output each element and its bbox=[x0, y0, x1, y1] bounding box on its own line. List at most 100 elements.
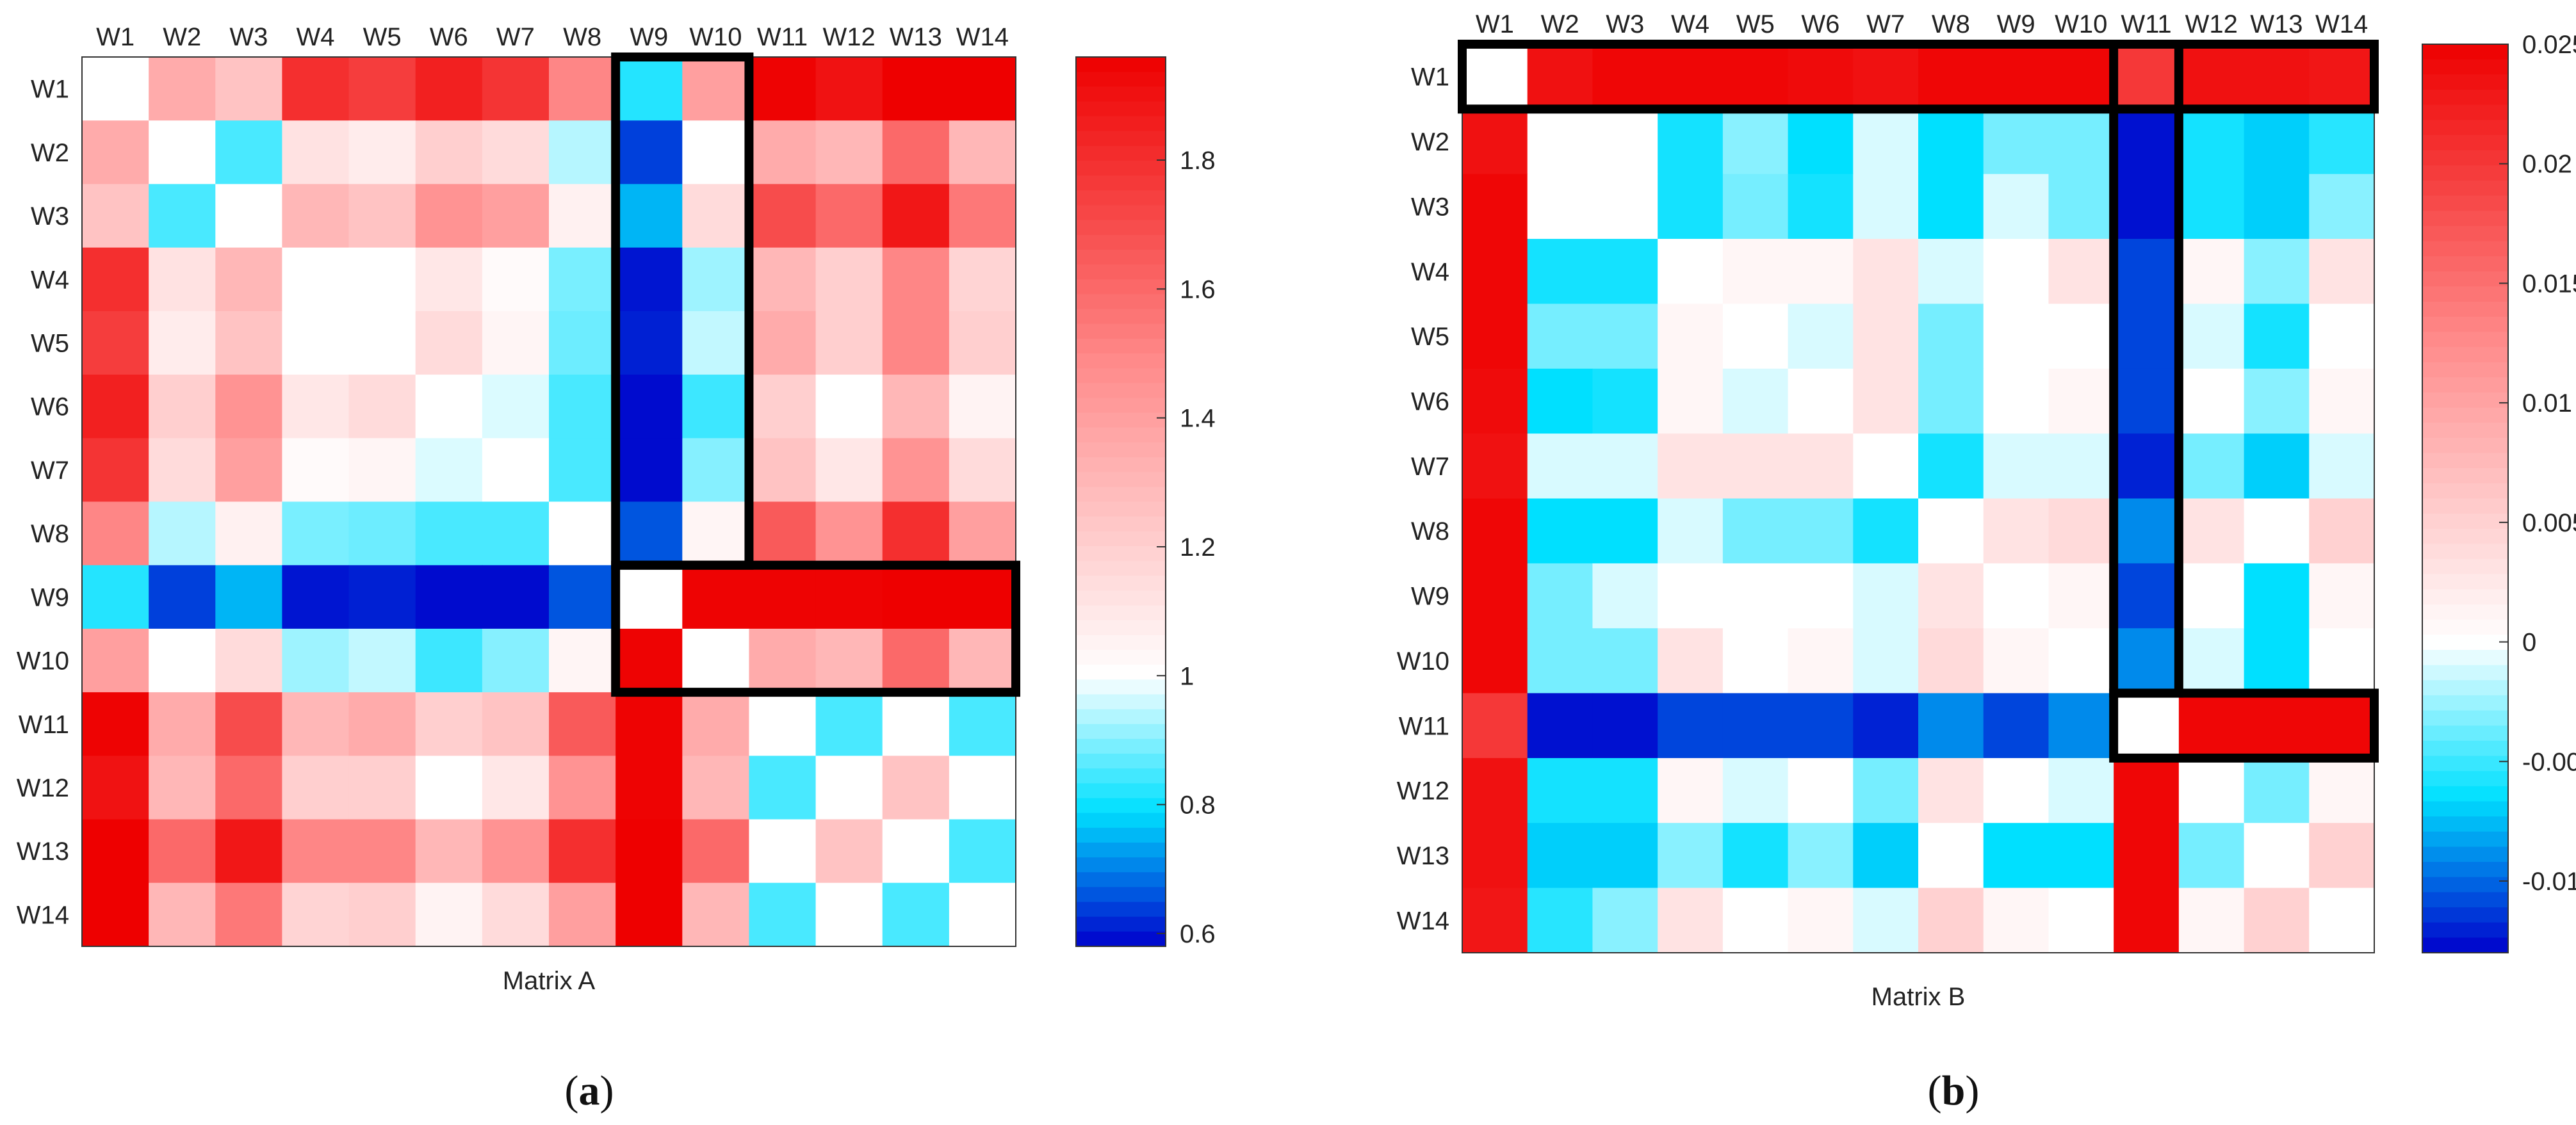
heatmap-cell bbox=[949, 756, 1016, 820]
heatmap-cell bbox=[282, 819, 350, 884]
heatmap-cell bbox=[2048, 693, 2114, 759]
colorbar-tick-label: 1 bbox=[1180, 662, 1194, 690]
colorbar-band bbox=[1076, 338, 1166, 354]
heatmap-cell bbox=[1527, 239, 1594, 305]
colorbar-band bbox=[1076, 234, 1166, 250]
heatmap-cell bbox=[2244, 757, 2310, 823]
heatmap-cell bbox=[482, 120, 550, 185]
heatmap-cell bbox=[1788, 44, 1854, 109]
heatmap-cell bbox=[1592, 823, 1658, 889]
heatmap-cell bbox=[282, 882, 350, 947]
heatmap-cell bbox=[2114, 304, 2180, 369]
colorbar-band bbox=[1076, 531, 1166, 547]
heatmap-cell bbox=[1462, 109, 1528, 175]
heatmap-cell bbox=[482, 438, 550, 503]
heatmap-cell bbox=[1853, 757, 1919, 823]
x-tick-label: W10 bbox=[2055, 10, 2107, 38]
colorbar-band bbox=[2422, 514, 2508, 530]
heatmap-cell bbox=[949, 692, 1016, 756]
heatmap-cell bbox=[2048, 628, 2114, 694]
heatmap-cell bbox=[1527, 498, 1594, 564]
heatmap-cell bbox=[1592, 304, 1658, 369]
y-tick-label: W2 bbox=[31, 139, 69, 167]
x-tick-label: W3 bbox=[229, 23, 268, 51]
colorbar-band bbox=[2422, 589, 2508, 605]
heatmap-cell bbox=[1658, 887, 1724, 953]
y-tick-label: W8 bbox=[31, 520, 69, 548]
heatmap-cell bbox=[882, 438, 950, 503]
x-tick-label: W8 bbox=[563, 23, 601, 51]
heatmap-cell bbox=[82, 565, 149, 629]
y-tick-label: W13 bbox=[17, 838, 69, 866]
colorbar-tick-label: 1.8 bbox=[1180, 147, 1216, 175]
colorbar-band bbox=[2422, 619, 2508, 635]
heatmap-cell bbox=[215, 692, 283, 756]
highlight-box bbox=[1458, 40, 2379, 114]
heatmap-cell bbox=[1788, 174, 1854, 239]
heatmap-cell bbox=[2048, 368, 2114, 434]
colorbar-band bbox=[1076, 353, 1166, 369]
y-tick-label: W3 bbox=[31, 202, 69, 231]
heatmap-cell bbox=[1983, 239, 2050, 305]
heatmap-cell bbox=[149, 375, 216, 439]
y-tick-label: W12 bbox=[17, 774, 69, 802]
colorbar-band bbox=[2422, 453, 2508, 469]
heatmap-cell bbox=[682, 311, 750, 375]
x-tick-label: W6 bbox=[1801, 10, 1839, 38]
heatmap-cell bbox=[1527, 563, 1594, 629]
heatmap-cell bbox=[2114, 498, 2180, 564]
heatmap-cell bbox=[682, 882, 750, 947]
heatmap-cell bbox=[82, 756, 149, 820]
heatmap-cell bbox=[1788, 304, 1854, 369]
colorbar-tick-label: -0.005 bbox=[2522, 748, 2576, 776]
heatmap-cell bbox=[949, 628, 1016, 693]
heatmap-cell bbox=[2178, 44, 2245, 109]
colorbar-band bbox=[2422, 559, 2508, 575]
colorbar-band bbox=[1076, 472, 1166, 487]
y-tick-label: W6 bbox=[31, 393, 69, 421]
heatmap-cell bbox=[1658, 109, 1724, 175]
heatmap-cell bbox=[682, 565, 750, 629]
heatmap-cell bbox=[615, 120, 683, 185]
heatmap-cell bbox=[749, 375, 817, 439]
colorbar-band bbox=[1076, 931, 1166, 947]
heatmap-cell bbox=[2309, 174, 2375, 239]
heatmap-cell bbox=[415, 882, 483, 947]
heatmap-cell bbox=[1983, 757, 2050, 823]
heatmap-cell bbox=[1658, 44, 1724, 109]
heatmap-cell bbox=[682, 756, 750, 820]
colorbar-band bbox=[2422, 407, 2508, 423]
heatmap-cell bbox=[2048, 498, 2114, 564]
heatmap-cell bbox=[815, 375, 883, 439]
colorbar-band bbox=[1076, 768, 1166, 784]
heatmap-cell bbox=[1918, 174, 1984, 239]
heatmap-cell bbox=[549, 819, 616, 884]
colorbar-band bbox=[2422, 120, 2508, 136]
heatmap-cell bbox=[1722, 757, 1789, 823]
heatmap-cell bbox=[215, 311, 283, 375]
heatmap-cell bbox=[1853, 109, 1919, 175]
colorbar-band bbox=[2422, 195, 2508, 211]
x-tick-label: W12 bbox=[2185, 10, 2238, 38]
colorbar: 0.6 0.8 1 1.2 1.4 1.6 1.8 bbox=[1075, 56, 1216, 948]
heatmap-cell bbox=[815, 692, 883, 756]
colorbar-band bbox=[1076, 131, 1166, 147]
heatmap-cell bbox=[1592, 44, 1658, 109]
heatmap-cell bbox=[2244, 823, 2310, 889]
heatmap-cell bbox=[1722, 563, 1789, 629]
heatmap-cell bbox=[615, 375, 683, 439]
heatmap-cell bbox=[82, 247, 149, 312]
colorbar-band bbox=[1076, 857, 1166, 873]
colorbar-band bbox=[2422, 256, 2508, 272]
heatmap-cell bbox=[348, 375, 416, 439]
heatmap-cell bbox=[149, 184, 216, 248]
x-tick-label: W2 bbox=[1541, 10, 1579, 38]
colorbar-band bbox=[1076, 665, 1166, 680]
heatmap-cell bbox=[615, 438, 683, 503]
highlight-box bbox=[2109, 688, 2379, 763]
heatmap-cell bbox=[149, 565, 216, 629]
colorbar-band bbox=[1076, 709, 1166, 725]
heatmap-cell bbox=[882, 565, 950, 629]
heatmap-cell bbox=[749, 311, 817, 375]
colorbar-band bbox=[2422, 680, 2508, 696]
